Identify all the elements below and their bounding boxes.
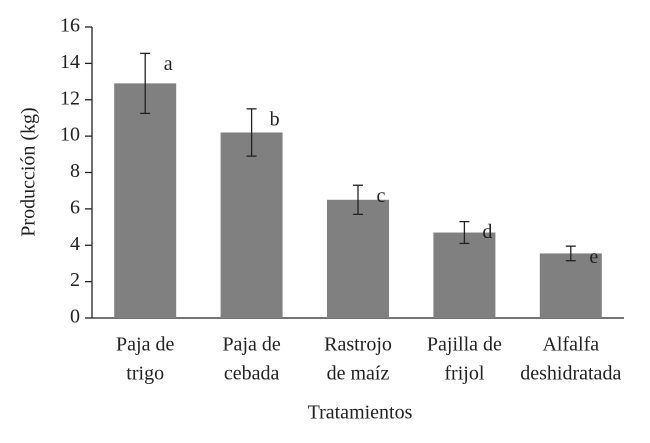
y-tick-label: 6	[70, 196, 80, 218]
y-tick-label: 2	[70, 269, 80, 291]
bar	[220, 132, 283, 318]
x-tick-label: Paja de	[222, 334, 280, 356]
y-tick-label: 16	[60, 15, 80, 37]
bar	[433, 232, 496, 318]
y-axis-title: Producción (kg)	[18, 107, 40, 236]
y-tick-label: 12	[60, 87, 80, 109]
x-tick-label: Alfalfa	[542, 334, 599, 356]
x-tick-label: cebada	[224, 363, 280, 385]
y-tick-label: 10	[60, 124, 80, 146]
bar	[539, 253, 602, 318]
x-tick-label: deshidratada	[520, 363, 621, 385]
x-tick-label: trigo	[126, 363, 164, 385]
x-tick-label: Rastrojo	[324, 334, 392, 356]
bar	[327, 199, 389, 318]
x-axis-title: Tratamientos	[308, 402, 413, 424]
annotation: a	[164, 53, 173, 75]
y-tick-label: 8	[70, 160, 80, 182]
x-tick-label: Pajilla de	[427, 334, 502, 356]
bar	[114, 83, 177, 318]
x-tick-label: de maíz	[327, 363, 390, 385]
y-tick-label: 0	[70, 306, 80, 328]
y-tick-label: 14	[60, 51, 80, 73]
annotation: e	[589, 246, 598, 268]
annotation: d	[482, 221, 492, 243]
y-tick-label: 4	[70, 233, 80, 255]
x-tick-label: frijol	[444, 363, 484, 385]
annotation: b	[270, 108, 280, 130]
annotation: c	[377, 185, 386, 207]
x-tick-label: Paja de	[116, 334, 174, 356]
